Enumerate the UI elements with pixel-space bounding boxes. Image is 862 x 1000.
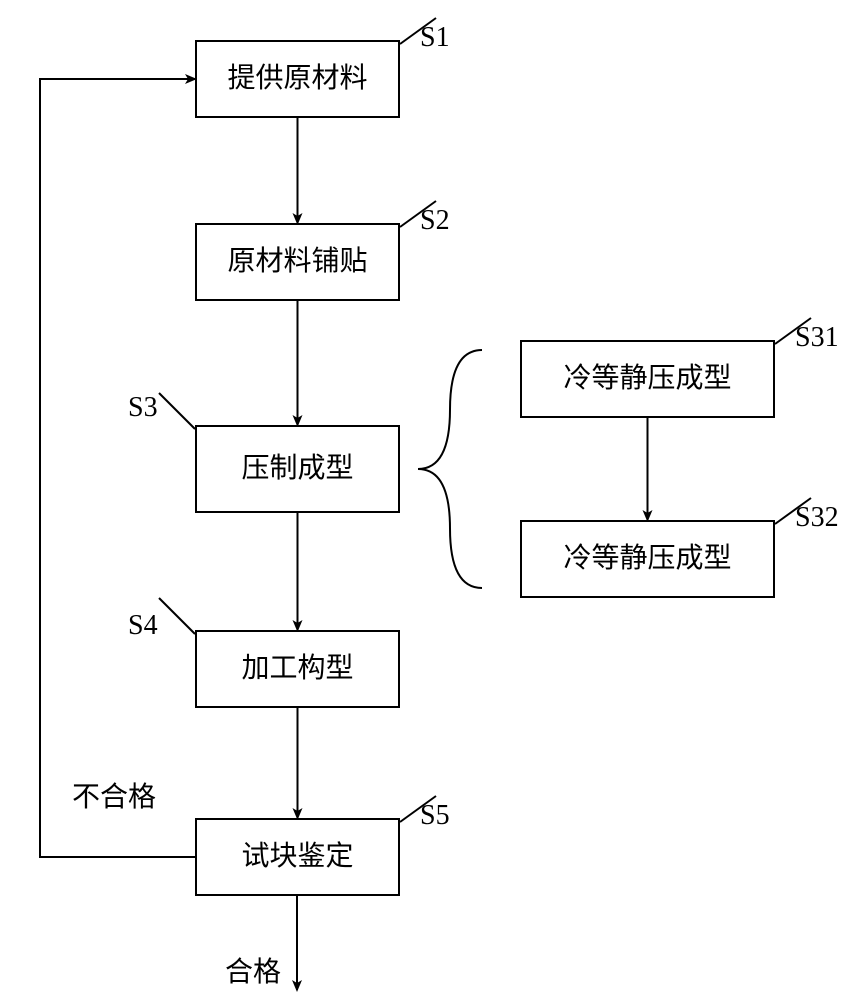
- edge-label-fail: 不合格: [72, 775, 156, 815]
- tag-s1: S1: [420, 22, 450, 54]
- tag-s4: S4: [128, 610, 158, 642]
- node-s2: 原材料铺贴: [195, 223, 400, 301]
- tag-s31: S31: [795, 322, 839, 354]
- node-s1: 提供原材料: [195, 40, 400, 118]
- node-s32: 冷等静压成型: [520, 520, 775, 598]
- flowchart-canvas: 提供原材料 S1 原材料铺贴 S2 压制成型 S3 加工构型 S4 试块鉴定 S5 冷等静压成型 S3…: [0, 0, 862, 1000]
- edge-layer: [0, 0, 862, 1000]
- tag-s5: S5: [420, 800, 450, 832]
- node-s4: 加工构型: [195, 630, 400, 708]
- node-s31: 冷等静压成型: [520, 340, 775, 418]
- tag-s2: S2: [420, 205, 450, 237]
- node-s5: 试块鉴定: [195, 818, 400, 896]
- edge-label-pass: 合格: [225, 950, 281, 990]
- tag-s32: S32: [795, 502, 839, 534]
- tag-s3: S3: [128, 392, 158, 424]
- node-s3: 压制成型: [195, 425, 400, 513]
